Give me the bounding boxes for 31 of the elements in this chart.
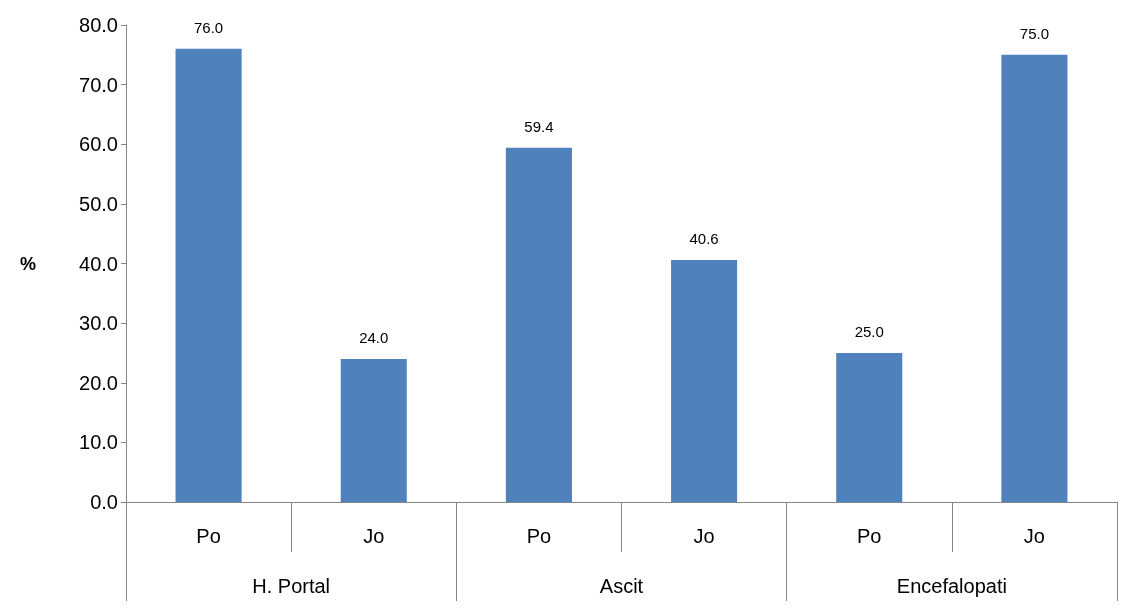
bar xyxy=(836,352,903,502)
bar xyxy=(340,358,407,502)
x-tick-label: Po xyxy=(196,525,221,547)
y-tick-label: 0.0 xyxy=(90,491,118,513)
y-tick-label: 60.0 xyxy=(79,133,118,156)
data-label: 76.0 xyxy=(193,18,224,36)
text: Encefalopati xyxy=(896,575,1007,597)
y-tick-label: 50.0 xyxy=(79,192,118,215)
data-label: 25.0 xyxy=(854,322,884,340)
y-axis-title: % xyxy=(19,253,36,274)
bar xyxy=(671,259,738,502)
y-tick-label: 40.0 xyxy=(79,252,118,275)
bar xyxy=(1001,54,1068,502)
y-tick-label: 20.0 xyxy=(79,371,118,394)
data-label: 59.4 xyxy=(524,117,554,135)
text: H. Portal xyxy=(252,575,331,597)
text: Ascit xyxy=(599,575,644,597)
x-tick-label: Po xyxy=(857,525,882,547)
bar xyxy=(505,147,572,502)
y-tick-label: 70.0 xyxy=(79,73,118,96)
y-tick-label: 30.0 xyxy=(79,312,118,335)
data-label: 75.0 xyxy=(1019,24,1050,42)
x-tick-label: Jo xyxy=(1023,525,1045,547)
bar xyxy=(175,48,242,502)
y-tick-label: 80.0 xyxy=(79,14,118,36)
x-tick-label: Po xyxy=(526,525,552,547)
x-tick-label: Jo xyxy=(363,525,385,547)
data-label: 24.0 xyxy=(359,328,389,346)
x-tick-label: Jo xyxy=(693,525,715,547)
y-tick-label: 10.0 xyxy=(79,431,118,454)
data-label: 40.6 xyxy=(689,229,719,247)
